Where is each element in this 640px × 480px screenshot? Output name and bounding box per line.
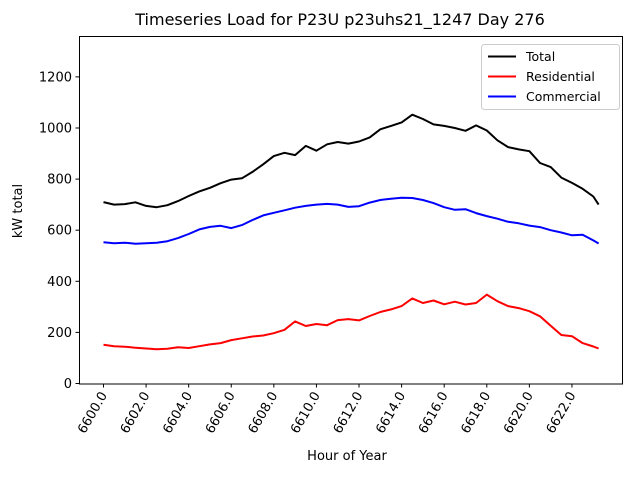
axes-spines: [79, 36, 623, 385]
y-tick-label: 0: [64, 377, 72, 392]
legend-label-total: Total: [525, 49, 555, 64]
x-tick-label: 6606.0: [203, 390, 239, 437]
series-line-total: [103, 113, 600, 209]
y-axis-label: kW total: [11, 184, 26, 238]
x-tick-label: 6622.0: [544, 390, 580, 437]
x-tick-label: 6608.0: [246, 390, 282, 437]
y-tick-label: 1200: [39, 70, 72, 85]
y-tick-label: 400: [47, 275, 72, 290]
legend-entry-total: Total: [488, 49, 555, 64]
y-tick-label: 800: [47, 173, 72, 188]
y-tick-label: 1000: [39, 121, 72, 136]
y-tick-label: 200: [47, 326, 72, 341]
x-tick-label: 6600.0: [75, 390, 111, 437]
x-tick-label: 6602.0: [118, 390, 154, 437]
legend-entry-residential: Residential: [488, 69, 595, 84]
x-tick-label: 6616.0: [416, 390, 452, 437]
x-tick-label: 6610.0: [288, 390, 324, 437]
chart-title: Timeseries Load for P23U p23uhs21_1247 D…: [134, 10, 545, 30]
x-tick-label: 6614.0: [373, 390, 409, 437]
x-tick-label: 6620.0: [501, 390, 537, 437]
series-line-commercial: [103, 196, 600, 245]
legend-entry-commercial: Commercial: [488, 89, 601, 104]
legend-label-residential: Residential: [526, 69, 595, 84]
y-tick-label: 600: [47, 224, 72, 239]
legend: Total Residential Commercial: [481, 44, 620, 110]
x-tick-label: 6612.0: [331, 390, 367, 437]
x-tick-label: 6618.0: [459, 390, 495, 437]
legend-box: [481, 44, 620, 110]
x-axis-label: Hour of Year: [307, 449, 387, 464]
series-line-residential: [103, 293, 599, 351]
legend-label-commercial: Commercial: [526, 89, 601, 104]
x-tick-label: 6604.0: [160, 390, 196, 437]
